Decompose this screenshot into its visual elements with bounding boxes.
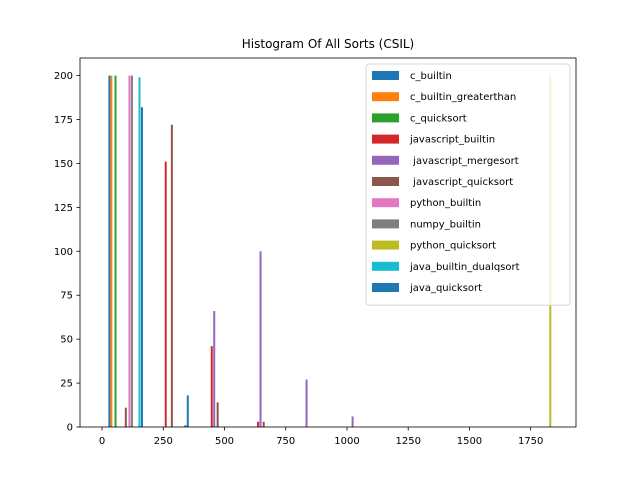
legend-swatch — [372, 177, 399, 186]
legend-label: numpy_builtin — [410, 219, 481, 230]
y-axis: 0 25 50 75 100 125 150 175 200 — [54, 71, 80, 434]
bar-3-0 — [164, 161, 167, 427]
axes-frame — [79, 57, 577, 428]
legend-label: python_quicksort — [410, 241, 496, 252]
chart-title: Histogram Of All Sorts (CSIL) — [242, 37, 415, 51]
x-tick-label: 0 — [99, 436, 105, 447]
legend-label: java_quicksort — [409, 283, 482, 294]
y-tick-label: 75 — [60, 291, 73, 302]
y-tick-label: 50 — [60, 335, 73, 346]
legend-swatch — [372, 198, 399, 208]
legend-label: javascript_quicksort — [410, 177, 513, 188]
x-tick-label: 1500 — [457, 436, 482, 447]
legend-swatch — [372, 283, 399, 292]
x-tick-label: 250 — [154, 436, 173, 447]
y-tick-label: 0 — [67, 423, 73, 434]
legend-label: c_quicksort — [410, 113, 467, 124]
bar-4-2 — [305, 379, 308, 427]
legend-swatch — [372, 92, 399, 102]
y-tick-label: 125 — [54, 203, 73, 214]
x-axis: 0 250 500 750 1000 1250 1500 1750 — [99, 427, 543, 447]
y-tick-label: 200 — [54, 71, 73, 82]
bar-2-0 — [114, 75, 117, 428]
bar-5-2 — [216, 402, 219, 427]
y-tick-label: 175 — [54, 115, 73, 126]
bar-10-1 — [184, 425, 187, 427]
bar-4-0 — [213, 311, 216, 427]
y-tick-label: 25 — [60, 379, 73, 390]
x-tick-label: 1750 — [518, 436, 543, 447]
x-tick-label: 1000 — [334, 436, 359, 447]
legend-swatch — [372, 219, 399, 229]
legend-swatch — [372, 113, 399, 123]
legend-label: c_builtin_greaterthan — [410, 92, 516, 103]
legend-swatch — [372, 261, 399, 271]
bar-10-2 — [186, 395, 189, 427]
bar-5-0 — [124, 407, 127, 427]
y-tick-label: 150 — [54, 159, 73, 170]
legend: c_builtin c_builtin_greaterthan c_quicksor… — [365, 63, 571, 306]
legend-swatch — [372, 71, 399, 80]
legend-label: python_builtin — [410, 198, 481, 209]
legend-label: c_builtin — [410, 71, 452, 82]
legend-box — [365, 63, 571, 306]
legend-swatch — [372, 240, 399, 250]
legend-label: javascript_builtin — [409, 135, 495, 146]
bar-0-0 — [108, 75, 111, 428]
bar-10-0 — [140, 107, 143, 427]
bar-5-1 — [170, 124, 173, 428]
bar-1-0 — [110, 75, 113, 428]
bar-4-1 — [259, 251, 262, 427]
x-tick-label: 750 — [276, 436, 295, 447]
bar-3-1 — [210, 346, 213, 427]
bar-4-3 — [351, 416, 354, 427]
x-tick-label: 1250 — [395, 436, 420, 447]
bar-9-0 — [138, 77, 141, 427]
bar-7-0 — [130, 75, 133, 428]
bar-6-0 — [128, 75, 131, 428]
bar-3-2 — [257, 421, 260, 427]
x-tick-label: 500 — [215, 436, 234, 447]
y-tick-label: 100 — [54, 247, 73, 258]
legend-label: java_builtin_dualqsort — [409, 262, 520, 273]
bar-5-3 — [262, 421, 265, 427]
legend-swatch — [372, 155, 399, 165]
legend-label: javascript_mergesort — [410, 156, 519, 167]
legend-swatch — [372, 134, 399, 144]
